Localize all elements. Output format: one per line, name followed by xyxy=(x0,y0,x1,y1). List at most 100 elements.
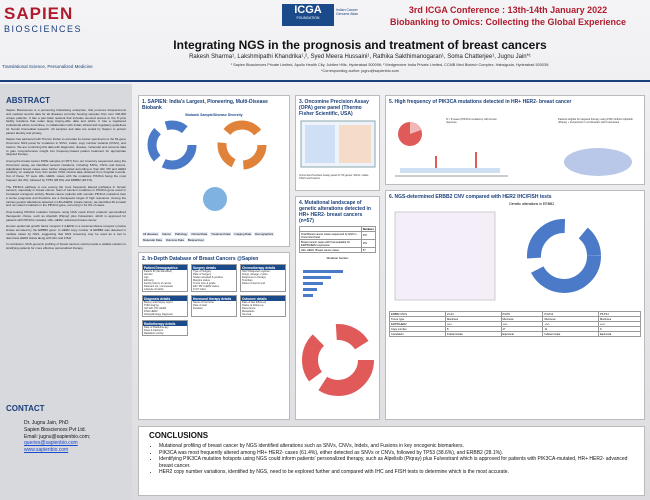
hub xyxy=(203,187,227,211)
panel-1: 1. SAPIEN: India's Largest, Pioneering, … xyxy=(138,95,290,247)
db-item: Age xyxy=(144,276,149,279)
caption: Oncomine Precision Assay panel for 50 ge… xyxy=(299,174,370,181)
db-item: Status at follow-up xyxy=(242,304,264,307)
figure-label: Biospecimen xyxy=(186,238,205,242)
donut xyxy=(147,120,267,170)
mutation-figure xyxy=(302,270,374,396)
db-item: Date of last follow-up xyxy=(242,301,267,304)
db-item: Duration xyxy=(193,307,203,310)
db-item: IHC ER, PR, HER2 xyxy=(144,307,167,310)
contact-heading: CONTACT xyxy=(6,404,45,413)
structure xyxy=(564,148,632,176)
db-item: Recurrence xyxy=(242,307,256,310)
icga-side: Indian Cancer Genome Atlas xyxy=(336,8,358,16)
left-column: ABSTRACT Sapien Biosciences is a pioneer… xyxy=(0,84,132,500)
pik3ca-figure xyxy=(395,122,508,177)
theme: Biobanking to Omics: Collecting the Glob… xyxy=(389,17,627,27)
contact-web: www.sapienbio.com xyxy=(24,447,69,453)
contact-email2: queries@sapienbio.com xyxy=(24,440,78,447)
db-item: Tumor size & grade xyxy=(193,282,216,285)
panel-5: 5. High frequency of PIK3CA mutations de… xyxy=(385,95,645,185)
db-item: Response to therapy xyxy=(242,276,266,279)
note: Patients eligible for targeted therapy u… xyxy=(558,118,633,125)
table-cell: 257 xyxy=(360,231,377,240)
icga-text: ICGA xyxy=(294,4,322,16)
icga-logo: ICGA FOUNDATION xyxy=(282,4,334,26)
figure-label: Cancer xyxy=(160,232,172,236)
abstract-paragraph: The PIK3CA pathway is one among the most… xyxy=(6,184,126,208)
db-item: Drugs, dosage, cycles xyxy=(242,273,268,276)
db-item: Date of Surgery xyxy=(193,273,212,276)
db-item: Dates of start & end xyxy=(242,282,265,285)
db-item: Date of Radiotherapy xyxy=(144,326,169,329)
table-row: Breast cancer cases with final available… xyxy=(299,239,377,248)
table-cell: HR+ HER2- Breast cancer cases xyxy=(299,247,362,253)
contact-email: Email: jugnu@sapienbio.com; xyxy=(24,433,91,440)
db-section: Outcome details Date of last follow-up Sta… xyxy=(240,295,286,317)
db-item: Ethnicity xyxy=(144,279,154,282)
db-section: Surgery details Type of Surgery Date of Su… xyxy=(191,264,237,292)
contact-company: Sapien Biosciences Pvt Ltd. xyxy=(24,426,86,433)
panel-heading: 5. High frequency of PIK3CA mutations de… xyxy=(389,99,572,105)
panel-heading: 3. Oncomine Precision Assay (OPA) gene p… xyxy=(299,99,369,117)
db-item: Name of hormone xyxy=(193,301,214,304)
chart-title: Genetic alterations in ERBB2 xyxy=(509,202,555,206)
figure-label: Outcome Data xyxy=(164,238,185,242)
db-item: Date of start xyxy=(193,304,208,307)
gene-panel-figure xyxy=(300,120,376,168)
org-sub: BIOSCIENCES xyxy=(4,24,83,34)
table-cell: Total Breast cancer cases sequenced by N… xyxy=(299,231,362,240)
icga-sub: FOUNDATION xyxy=(296,16,320,20)
abstract-heading: ABSTRACT xyxy=(6,96,50,105)
db-item: Gender xyxy=(144,273,153,276)
table-row: Total Breast cancer cases sequenced by N… xyxy=(299,231,377,240)
figure-label: Demographics xyxy=(254,232,275,236)
conclusions: CONCLUSIONS Mutational profiling of brea… xyxy=(138,426,645,496)
db-item: Dose & fractions xyxy=(144,329,164,332)
db-section-title: Radiotherapy details xyxy=(143,321,187,326)
db-item: ER / PR / HER2 status xyxy=(193,285,220,288)
figure-label: Clinical Data xyxy=(190,232,209,236)
figure-label: Pathology xyxy=(173,232,189,236)
abstract-paragraph: In conclusion, NGS genomic profiling of … xyxy=(6,242,126,250)
table-cell: Indeterminate xyxy=(444,331,502,337)
db-section-title: Chemotherapy details xyxy=(241,265,285,270)
db-item: Patient ID (de-identified) xyxy=(144,270,172,273)
table-cell: Equivocal xyxy=(598,331,641,337)
panel-6: 6. NGS-determined ERBB2 CNV compared wit… xyxy=(385,190,645,420)
conclusion: PIK3CA was most frequently altered among… xyxy=(159,450,634,457)
db-item: Relevant Hx, menopause xyxy=(144,285,174,288)
db-item: Lifestyle & habits xyxy=(144,288,164,291)
logo: SAPIEN BIOSCIENCES xyxy=(4,4,122,34)
db-section-title: Outcome details xyxy=(241,296,285,301)
figure-label: Molecular Data xyxy=(142,238,163,242)
db-item: NACT/Adjuvant regimen xyxy=(242,270,270,273)
db-item: Survival xyxy=(242,313,252,316)
authors: Rakesh Sharma¹, Lakshmipathi Khandrika¹,… xyxy=(189,54,531,60)
panel-2: 2. In-Depth Database of Breast Cancers @… xyxy=(138,252,290,420)
figure-label: Treatment Data xyxy=(210,232,232,236)
contact-body: Dr. Jugnu Jain, PhD Sapien Biosciences P… xyxy=(24,420,90,454)
erbb2-figure xyxy=(394,211,601,301)
db-section-title: Hormonal therapy details xyxy=(192,296,236,301)
panel-heading: 6. NGS-determined ERBB2 CNV compared wit… xyxy=(389,194,552,200)
conclusion: HER2 copy number variations, identified … xyxy=(159,469,634,476)
tagline: Translational Science, Personalized Medi… xyxy=(2,64,93,69)
db-section-title: Surgery details xyxy=(192,265,236,270)
db-item: Toxicities xyxy=(242,279,253,282)
corresponding: *Corresponding author: jugnu@sapienbio.c… xyxy=(321,69,399,73)
title: Integrating NGS in the prognosis and tre… xyxy=(173,38,547,52)
db-item: Histopathology diagnosis xyxy=(144,313,173,316)
database-grid: Patient Demographics Patient ID (de-ident… xyxy=(142,264,286,336)
db-item: Metastasis xyxy=(242,310,255,313)
db-section: Patient Demographics Patient ID (de-ident… xyxy=(142,264,188,292)
db-item: Ki-67 index xyxy=(193,288,206,291)
db-item: Biopsy and biopsy report xyxy=(144,301,173,304)
db-item: Radiation toxicity xyxy=(144,332,164,335)
figure-labels: All diseases Cancer Pathology Clinical Data… xyxy=(142,232,286,242)
count-table: Numbers Total Breast cancer cases sequenc… xyxy=(299,226,377,253)
table-cell: Equivocal xyxy=(500,331,544,337)
org-name: SAPIEN xyxy=(4,4,74,23)
db-section-title: Patient Demographics xyxy=(143,265,187,270)
